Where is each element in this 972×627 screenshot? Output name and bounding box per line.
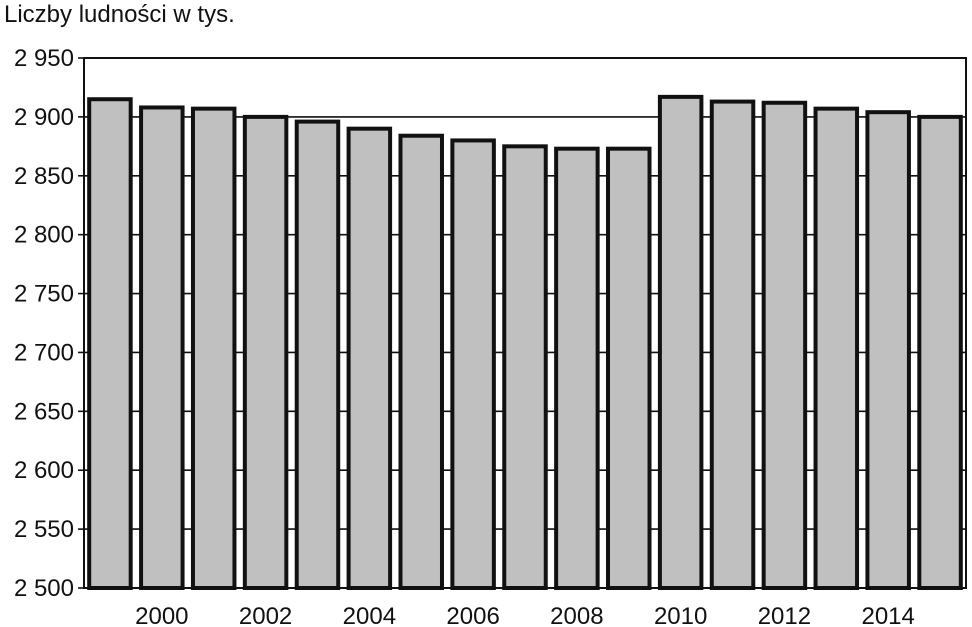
y-tick-label-2800: 2 800: [14, 222, 74, 249]
bar-2002: [242, 114, 289, 590]
y-tick-label-2850: 2 850: [14, 163, 74, 190]
bar-2009: [606, 146, 652, 590]
plot-area-frame: [83, 57, 967, 589]
y-tick-label-2750: 2 750: [14, 281, 74, 308]
bars: [87, 94, 963, 591]
bar-2003: [294, 119, 341, 590]
bar-2000: [139, 105, 185, 590]
y-tick-label-2650: 2 650: [14, 398, 74, 425]
bar-2014: [865, 110, 911, 591]
bar-2008: [554, 146, 600, 590]
x-tick-label-2000: 2000: [135, 603, 188, 627]
y-tick-label-2900: 2 900: [14, 104, 74, 131]
bar-2006: [450, 138, 496, 590]
x-tick-label-2008: 2008: [550, 603, 603, 627]
y-axis-ticks: 2 500 2 550 2 600 2 650 2 700 2 750 2 800 2 850…: [14, 45, 84, 602]
bar-2001: [190, 106, 237, 591]
x-tick-label-2004: 2004: [343, 603, 396, 627]
y-axis-title: Liczby ludności w tys.: [4, 1, 235, 28]
y-tick-label-2950: 2 950: [14, 45, 74, 72]
x-axis-ticks: 2000 2002 2004 2006 2008 2010 2012 2014: [135, 603, 915, 627]
bar-2012: [761, 100, 808, 590]
x-tick-label-2012: 2012: [758, 603, 811, 627]
bar-2004: [346, 126, 393, 591]
bar-2011: [709, 99, 756, 590]
x-tick-label-2006: 2006: [446, 603, 499, 627]
bar-2013: [813, 106, 860, 591]
bar-1999: [87, 97, 133, 590]
bar-2005: [398, 133, 444, 590]
bar-2007: [502, 144, 548, 590]
y-tick-label-2600: 2 600: [14, 457, 74, 484]
x-tick-label-2002: 2002: [239, 603, 292, 627]
y-tick-label-2550: 2 550: [14, 516, 74, 543]
y-tick-label-2500: 2 500: [14, 575, 74, 602]
bar-2010: [657, 94, 704, 590]
bar-2015: [917, 114, 963, 590]
y-tick-label-2700: 2 700: [14, 339, 74, 366]
x-tick-label-2010: 2010: [654, 603, 707, 627]
x-tick-label-2014: 2014: [861, 603, 914, 627]
